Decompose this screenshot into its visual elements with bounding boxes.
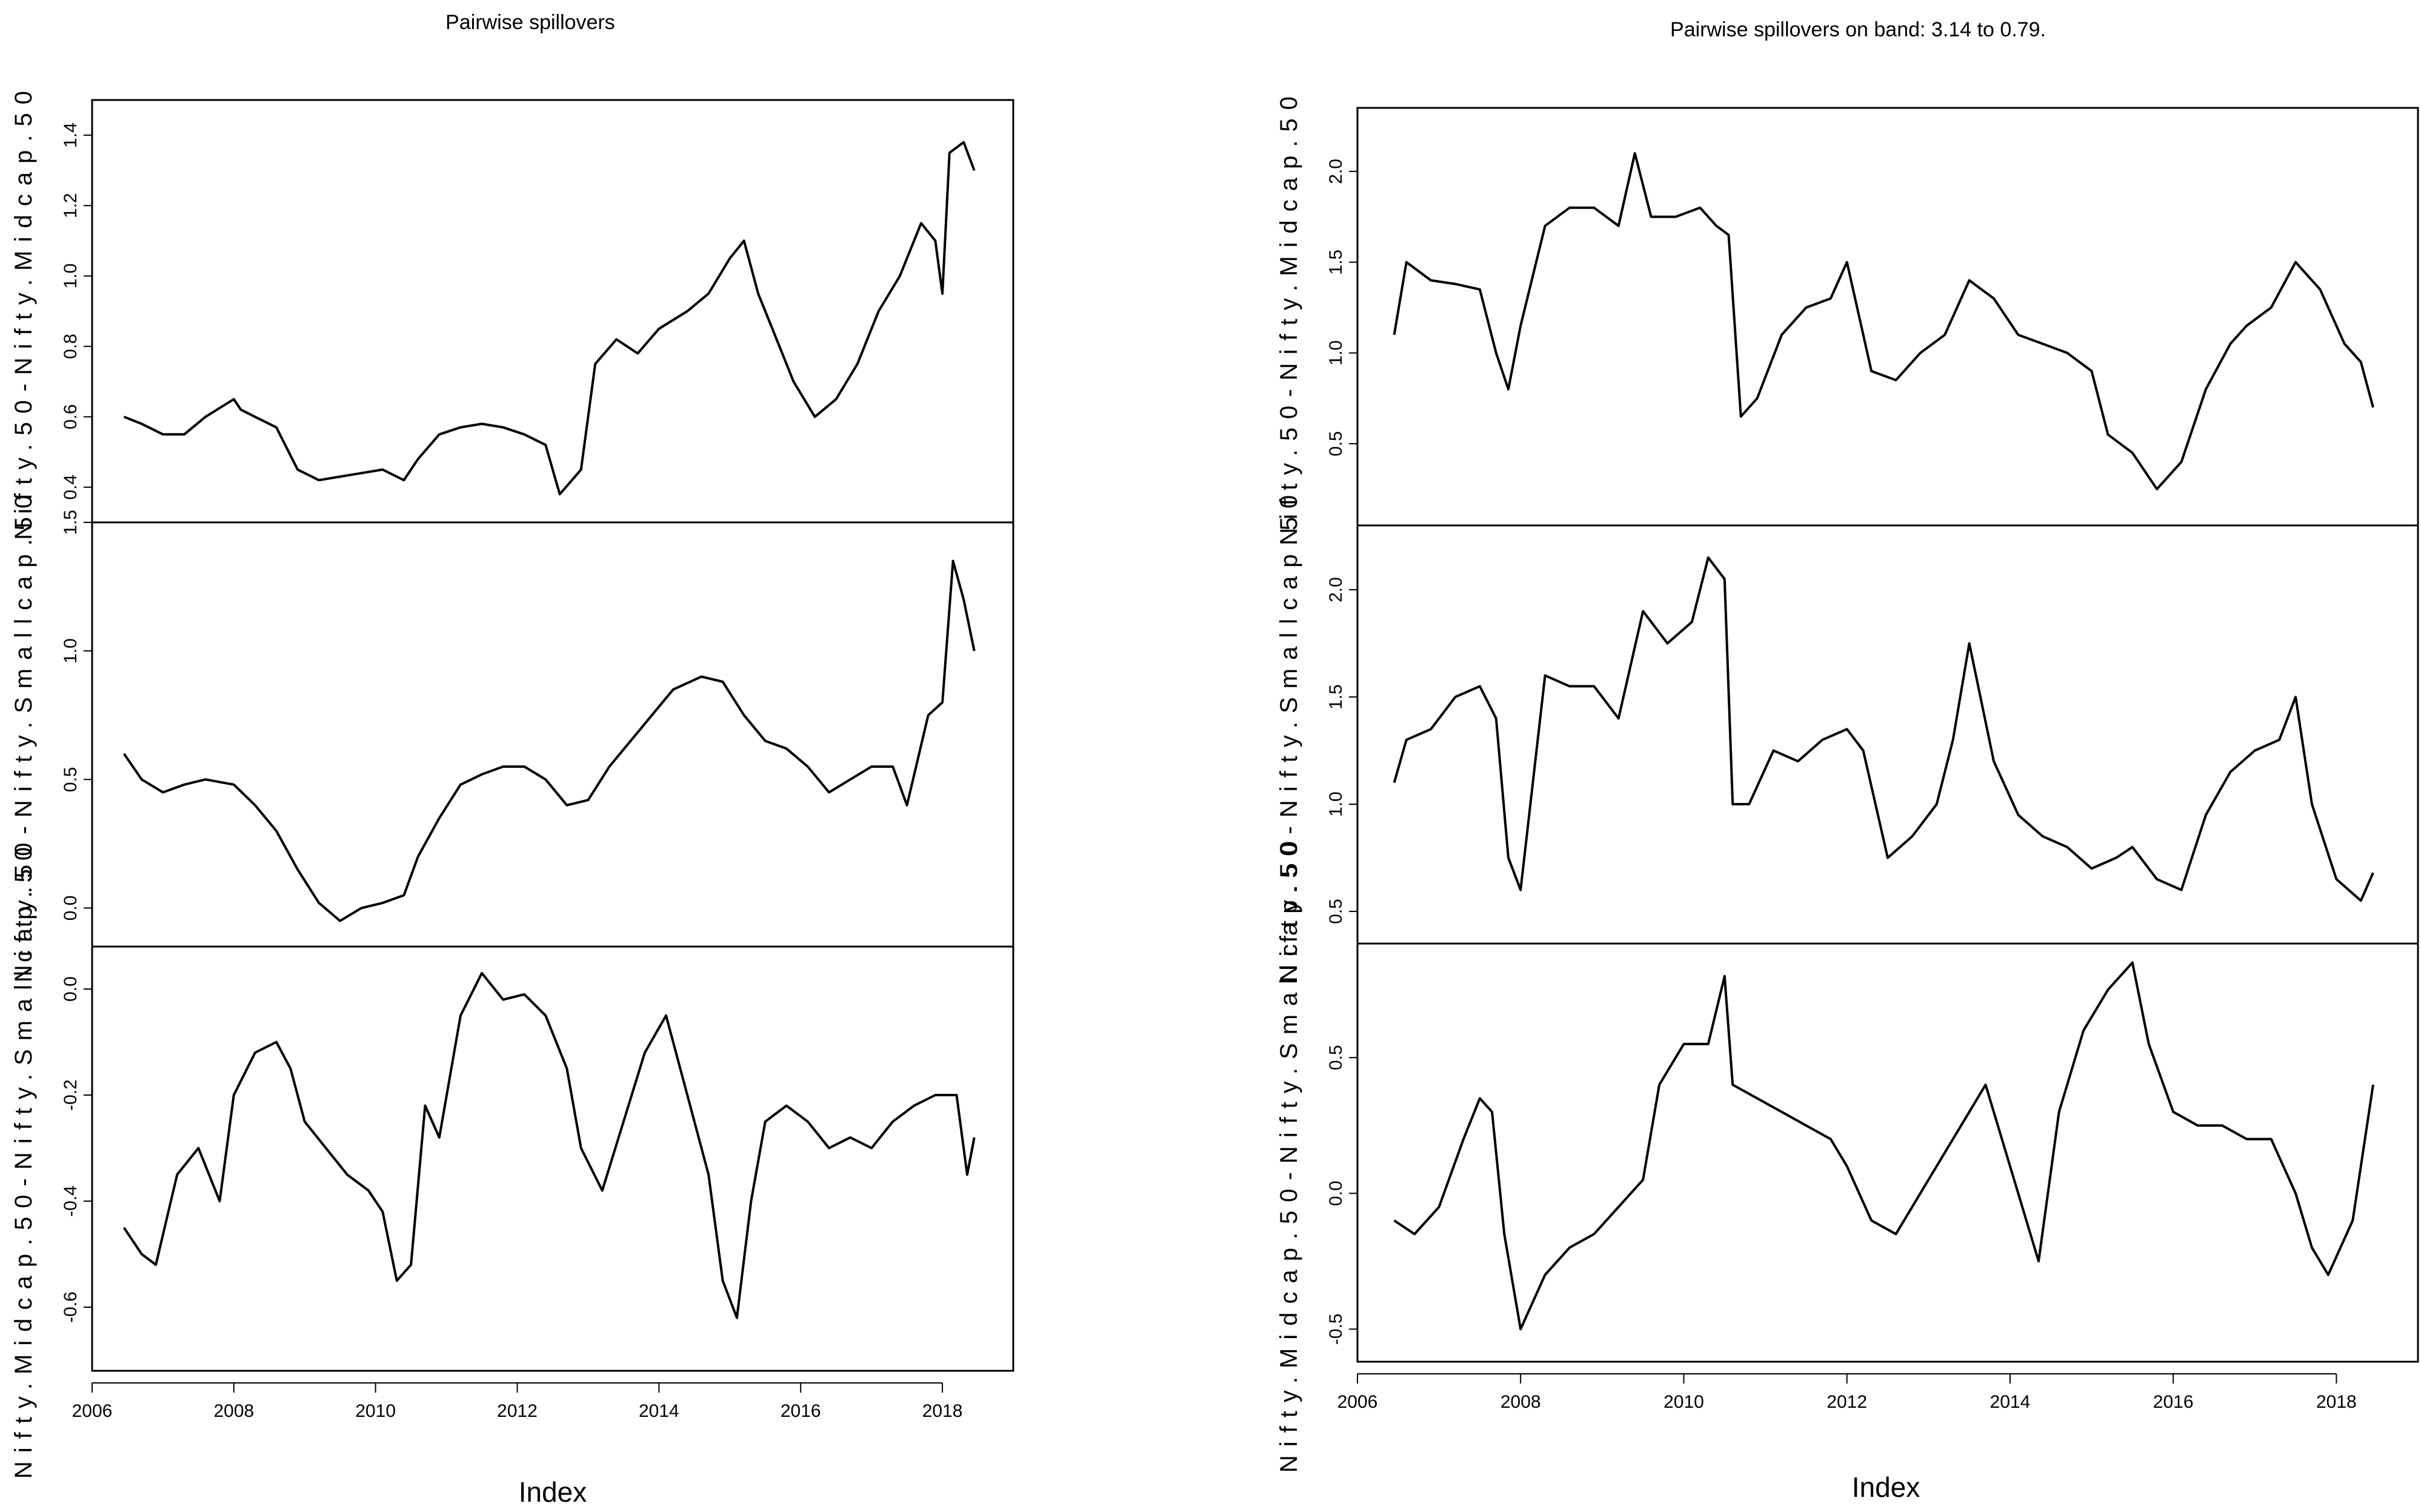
chart-title: Pairwise spillovers bbox=[445, 11, 615, 34]
y-tick-label: 1.2 bbox=[61, 193, 81, 218]
x-tick-label: 2006 bbox=[1337, 1392, 1378, 1412]
y-tick-label: 0.6 bbox=[61, 404, 81, 430]
x-tick-label: 2010 bbox=[1663, 1392, 1704, 1412]
x-tick-label: 2016 bbox=[2153, 1392, 2194, 1412]
x-tick-label: 2012 bbox=[497, 1401, 538, 1421]
x-tick-label: 2010 bbox=[355, 1401, 396, 1421]
y-tick-label: -0.6 bbox=[61, 1291, 81, 1323]
x-tick-label: 2016 bbox=[781, 1401, 821, 1421]
y-tick-label: 1.5 bbox=[1326, 250, 1346, 275]
y-tick-label: 1.5 bbox=[1326, 684, 1346, 710]
panel-frame bbox=[91, 945, 1014, 1372]
right-chart: Pairwise spillovers on band: 3.14 to 0.7… bbox=[1276, 18, 2419, 1503]
y-tick-label: 0.0 bbox=[61, 976, 81, 1002]
y-axis-label: Nifty.50-Nifty.Midcap.50 bbox=[10, 82, 37, 540]
y-tick-label: 1.0 bbox=[61, 264, 81, 289]
y-tick-label: 0.0 bbox=[1326, 1181, 1346, 1206]
x-tick-label: 2018 bbox=[2316, 1392, 2357, 1412]
x-tick-label: 2012 bbox=[1827, 1392, 1867, 1412]
y-tick-label: 1.0 bbox=[1326, 791, 1346, 817]
right-x-axis: 2006 2008 2010 2012 2014 2016 2018 bbox=[1337, 1373, 2357, 1412]
panel-3: -0.6 -0.4 -0.2 0.0 Nifty.Midcap.50-Nifty.Sma… bbox=[10, 839, 1014, 1479]
y-axis-label: Nifty.Midcap.50-Nifty.Smallcap.50 bbox=[1276, 833, 1302, 1473]
y-axis-label: Nifty.50-Nifty.Midcap.50 bbox=[1276, 88, 1302, 545]
left-x-axis: 2006 2008 2010 2012 2014 2016 2018 bbox=[72, 1382, 963, 1421]
x-tick-label: 2018 bbox=[922, 1401, 963, 1421]
y-tick-label: 0.5 bbox=[1326, 1045, 1346, 1070]
x-tick-label: 2008 bbox=[1500, 1392, 1541, 1412]
x-axis-label: Index bbox=[519, 1476, 587, 1508]
y-tick-label: -0.2 bbox=[61, 1079, 81, 1111]
series-line bbox=[123, 141, 976, 496]
y-axis-label: Nifty.Midcap.50-Nifty.Smallcap.50 bbox=[10, 839, 37, 1479]
series-line bbox=[1393, 556, 2374, 902]
panel-1: 0.4 0.6 0.8 1.0 1.2 1.4 Nifty.50-Nifty.Midcap.… bbox=[10, 82, 1014, 540]
x-tick-label: 2008 bbox=[213, 1401, 254, 1421]
y-tick-label: 0.0 bbox=[61, 896, 81, 921]
series-line bbox=[1393, 961, 2374, 1331]
y-tick-label: 1.0 bbox=[1326, 341, 1346, 366]
series-line bbox=[1393, 152, 2374, 491]
y-tick-label: 1.5 bbox=[61, 510, 81, 535]
y-tick-label: 0.5 bbox=[61, 767, 81, 792]
y-tick-label: -0.4 bbox=[61, 1185, 81, 1217]
chart-title: Pairwise spillovers on band: 3.14 to 0.7… bbox=[1670, 18, 2046, 41]
y-tick-label: 0.5 bbox=[1326, 431, 1346, 456]
y-axis-label: Nifty.50-Nifty.Smallcap.50 bbox=[1276, 487, 1302, 982]
x-tick-label: 2006 bbox=[72, 1401, 113, 1421]
y-tick-label: 1.4 bbox=[61, 122, 81, 148]
y-tick-label: 0.5 bbox=[1326, 899, 1346, 924]
panel-frame bbox=[1356, 942, 2419, 1363]
left-panels: 0.4 0.6 0.8 1.0 1.2 1.4 Nifty.50-Nifty.Midcap.… bbox=[10, 82, 1014, 1479]
panel-3: -0.5 0.0 0.5 Nifty.Midcap.50-Nifty.Smallcap… bbox=[1276, 833, 2419, 1473]
y-tick-label: -0.5 bbox=[1326, 1313, 1346, 1345]
x-tick-label: 2014 bbox=[1990, 1392, 2031, 1412]
x-axis-label: Index bbox=[1852, 1471, 1920, 1503]
series-line bbox=[122, 971, 976, 1319]
y-tick-label: 0.8 bbox=[61, 334, 81, 359]
x-tick-label: 2014 bbox=[639, 1401, 679, 1421]
y-tick-label: 1.0 bbox=[61, 638, 81, 664]
left-chart: Pairwise spillovers 0.4 0.6 0.8 1.0 1.2 1.4 Ni… bbox=[10, 11, 1014, 1508]
y-tick-label: 2.0 bbox=[1326, 577, 1346, 602]
y-axis-label: Nifty.50-Nifty.Smallcap.50 bbox=[10, 487, 37, 982]
panel-1: 0.5 1.0 1.5 2.0 Nifty.50-Nifty.Midcap.50 bbox=[1276, 88, 2419, 545]
right-panels: 0.5 1.0 1.5 2.0 Nifty.50-Nifty.Midcap.50 0.5 1… bbox=[1276, 88, 2419, 1473]
y-tick-label: 0.4 bbox=[61, 475, 81, 500]
y-tick-label: 2.0 bbox=[1326, 159, 1346, 184]
series-line bbox=[122, 559, 976, 922]
